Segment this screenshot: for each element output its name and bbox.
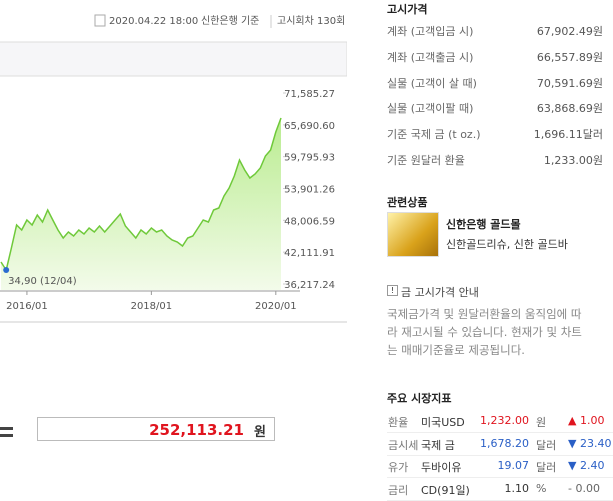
market-group: 금시세 [388,438,419,452]
chart: 2020.04.22 18:00 신한은행 기준 고시회차 130회 36,21… [0,0,347,323]
market-group: 금리 [388,483,409,497]
price-label: 기준 원달러 환율 [387,154,465,167]
row-line [387,454,613,456]
market-group: 유가 [388,461,409,474]
y-tick-label: 65,690.60 [284,121,335,132]
market-value: 1.10 [504,481,530,495]
toolbar [0,41,347,77]
market-value: 1,232.00 [480,414,529,427]
market-value: 1,678.20 [480,436,529,450]
y-tick-label: 36,217.24 [284,280,335,291]
y-tick-label: 53,901.26 [284,185,335,196]
equals-icon [0,427,13,430]
market-name: 국제 금 [421,438,455,452]
row-line [387,499,613,501]
equals-icon [0,434,13,437]
date: 2020.04.22 18:00 [109,16,198,27]
market-change: ▼ 23.40 [568,436,612,450]
row-line [387,432,613,433]
market-value: 19.07 [497,459,530,472]
market-name: 두바이유 [421,461,462,474]
market-unit: 원 [536,416,547,429]
calendar-icon [94,14,106,27]
market-name: CD(91일) [421,483,470,497]
x-tick-label: 2018/01 [131,301,173,312]
market-unit: % [536,481,547,495]
section-title: 고시가격 [387,3,428,16]
price-value: 1,233.00원 [543,154,603,167]
price-label: 실물 (고객이 살 때) [387,76,477,90]
result-unit: 원 [254,425,266,440]
info-icon: ! [387,285,398,296]
annotation: 34,90 (12/04) [8,276,77,287]
section-title: 주요 시장지표 [387,392,452,405]
low-marker [3,267,10,274]
market-change: ▼ 2.40 [568,459,605,472]
x-tick-label: 2016/01 [6,301,48,312]
price-label: 기준 국제 금 (t oz.) [387,128,481,142]
price-value: 67,902.49원 [536,25,603,38]
notice-line: 라 재고시될 수 있습니다. 현재가 및 차트 [387,325,582,339]
market-group: 환율 [388,416,409,429]
y-tick-label: 42,111.91 [284,248,335,259]
area [1,118,281,290]
x-tick-label: 2020/01 [255,301,297,312]
notice-line: 는 매매기준율로 제공됩니다. [387,343,525,357]
row-line [387,477,613,478]
result-box: 252,113.21 원 [37,417,275,441]
market-unit: 달러 [536,438,557,452]
market-change: ▲ 1.00 [568,414,605,427]
price-value: 70,591.69원 [536,76,603,90]
product-name[interactable]: 신한은행 골드몰 [446,218,521,231]
price-label: 실물 (고객이팔 때) [387,102,474,116]
market-name: 미국USD [421,416,465,429]
notice-title: 금 고시가격 안내 [401,286,479,299]
market-change: - 0.00 [568,481,600,495]
price-value: 66,557.89원 [536,50,603,64]
market-unit: 달러 [536,461,557,474]
line [0,117,282,272]
round: 고시회차 130회 [277,15,345,27]
notice-line: 국제금가격 및 원달러환율의 움직임에 따 [387,307,582,321]
price-value: 63,868.69원 [536,102,603,116]
y-tick-label: 48,006.59 [284,216,335,227]
result-value: 252,113.21 [149,421,244,439]
section-title: 관련상품 [387,196,428,209]
price-label: 계좌 (고객입금 시) [387,25,474,38]
price-value: 1,696.11달러 [533,128,603,142]
product-desc[interactable]: 신한골드리슈, 신한 골드바 [446,238,568,251]
basis: 신한은행 기준 [201,15,259,27]
y-tick-label: 59,795.93 [284,153,335,164]
price-label: 계좌 (고객출금 시) [387,50,474,64]
header-bg [0,0,347,40]
product-image[interactable] [387,212,439,257]
y-tick-label: 71,585.27 [284,89,335,100]
